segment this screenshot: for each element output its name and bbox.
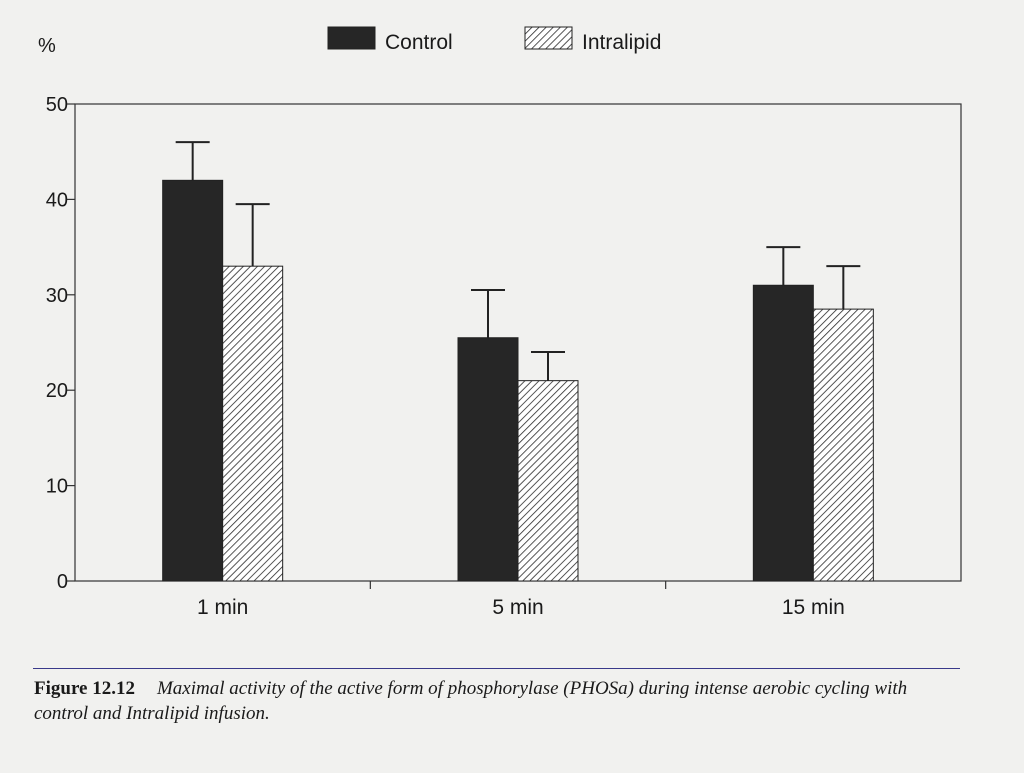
figure-caption-text: Maximal activity of the active form of p… [34,678,908,724]
x-category-label: 5 min [492,596,543,619]
legend-swatch-intralipid [524,26,573,50]
y-tick-label: 20 [46,380,68,402]
caption-divider [33,668,960,669]
legend-label-intralipid: Intralipid [582,31,661,54]
x-category-label: 1 min [197,596,248,619]
legend-swatch-control [327,26,376,50]
figure-label: Figure 12.12 [34,678,135,699]
y-tick-label: 10 [46,476,68,498]
figure-caption: Figure 12.12 Maximal activity of the acti… [34,676,964,726]
bar-intralipid-5-min [517,380,579,582]
legend-label-control: Control [385,31,453,54]
y-axis-unit-label: % [38,35,56,57]
y-tick-label: 30 [46,285,68,307]
y-tick-label: 50 [46,94,68,116]
legend: Control Intralipid [327,26,661,54]
bar-control-5-min [457,337,519,582]
y-tick-label: 40 [46,189,68,211]
x-category-label: 15 min [782,596,845,619]
bar-control-1-min [162,179,224,582]
bar-control-15-min [752,284,814,582]
y-tick-label: 0 [57,571,68,593]
bar-intralipid-1-min [222,265,284,582]
bar-chart: % 0 10 20 30 40 50 1 min 5 min 15 min Control In… [38,26,962,619]
bar-intralipid-15-min [812,308,874,582]
